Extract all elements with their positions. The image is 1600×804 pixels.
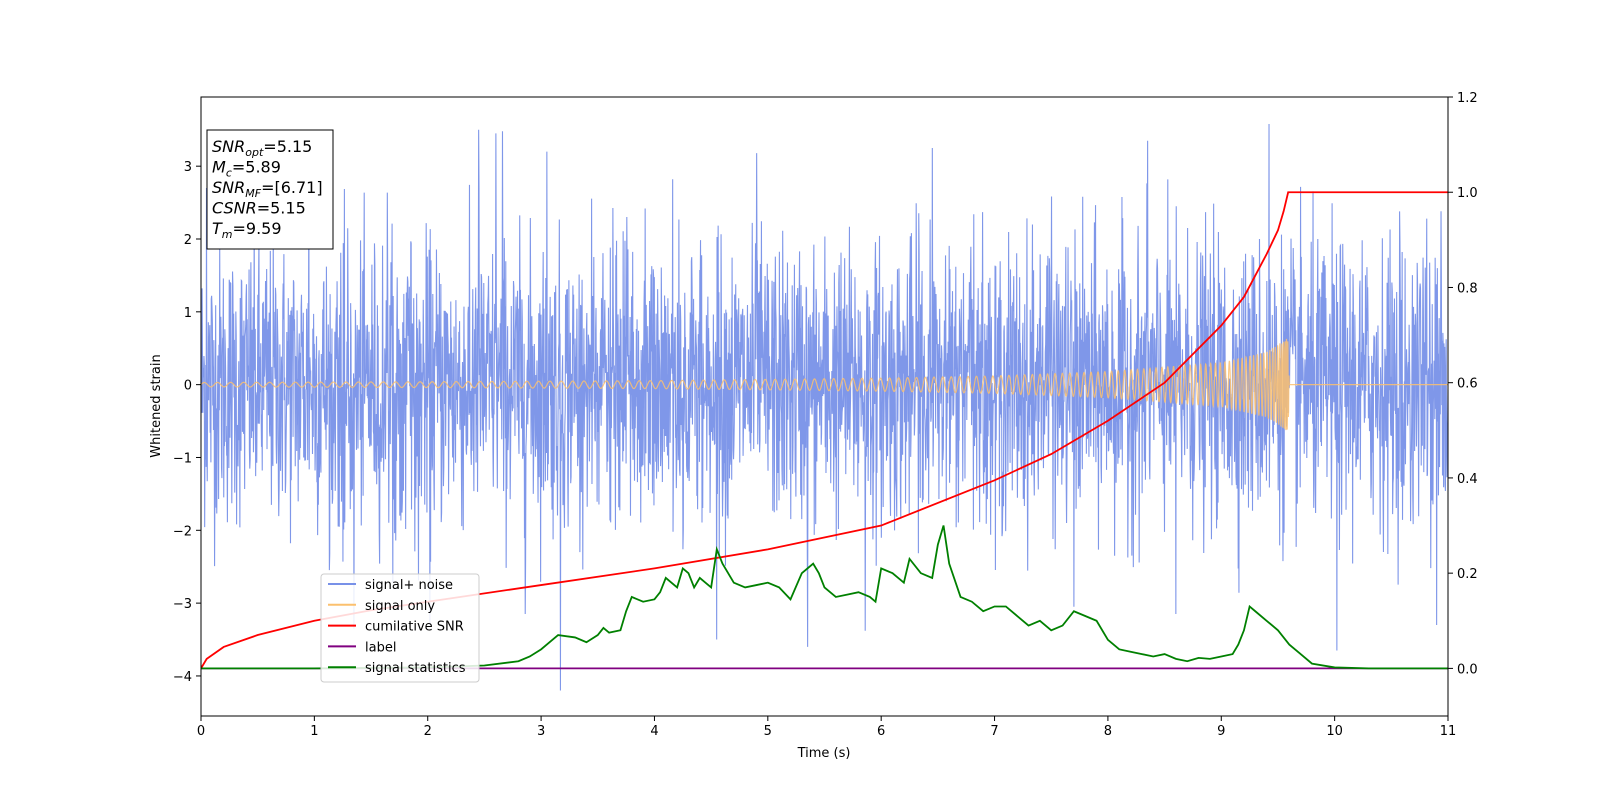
x-tick-label: 5 (764, 724, 772, 739)
legend-frame (320, 573, 480, 683)
annotation-value: =5.15 (263, 137, 312, 156)
annotation-subscript: m (222, 228, 233, 241)
series-line-cumilative-snr (201, 191, 1448, 669)
y2-tick-label: 0.6 (1457, 377, 1478, 392)
annotation-line: SNRopt=5.15 (212, 137, 312, 159)
x-tick-label: 10 (1326, 724, 1343, 739)
y2-tick-label: 0.4 (1457, 472, 1478, 487)
legend-label: signal statistics (365, 661, 466, 676)
x-tick-label: 2 (424, 724, 432, 739)
y2-tick-label: 1.2 (1457, 91, 1478, 106)
y2-tick-label: 1.0 (1457, 186, 1478, 201)
annotation-subscript: c (226, 167, 232, 180)
y2-tick-label: 0.8 (1457, 281, 1478, 296)
series-line-signal-statistics (201, 525, 1448, 670)
annotation-symbol: SNR (212, 137, 245, 156)
annotation-value: =9.59 (233, 219, 282, 238)
legend-label: cumilative SNR (365, 620, 464, 635)
y-tick-label: −1 (173, 451, 192, 466)
x-tick-label: 8 (1104, 724, 1112, 739)
annotation-line: CSNR=5.15 (212, 199, 306, 218)
legend: signal+ noise signal only cumilative SNR la… (320, 573, 480, 683)
annotation-line: Mc=5.89 (212, 158, 281, 180)
x-tick-label: 7 (990, 724, 998, 739)
x-axis: 0 1 2 3 4 5 6 7 8 9 10 11 (197, 716, 1456, 739)
series-line-signal-only (201, 338, 1448, 431)
annotation-line: Tm=9.59 (212, 219, 282, 241)
legend-label: signal+ noise (365, 578, 453, 593)
y2-tick-label: 0.0 (1457, 662, 1478, 677)
annotation-line: SNRMF=[6.71] (212, 178, 323, 200)
y-tick-label: −2 (173, 524, 192, 539)
y2-tick-label: 0.2 (1457, 567, 1478, 582)
annotation-subscript: opt (245, 146, 264, 159)
annotation-subscript: MF (245, 187, 261, 200)
annotation-symbol: SNR (212, 178, 245, 197)
x-tick-label: 1 (310, 724, 318, 739)
x-axis-label: Time (s) (797, 746, 851, 761)
annotation-frame (206, 129, 334, 250)
y-tick-label: −3 (173, 597, 192, 612)
y-tick-label: 1 (184, 306, 192, 321)
annotation-value: =5.89 (232, 158, 281, 177)
y-axis-label: Whitened strain (149, 354, 164, 457)
y-axis-right: 0.0 0.2 0.4 0.6 0.8 1.0 1.2 (1448, 91, 1478, 677)
y-tick-label: 0 (184, 379, 192, 394)
annotation-symbol: CSNR (212, 199, 257, 218)
x-tick-label: 6 (877, 724, 885, 739)
y-axis-left: 3 2 1 0 −1 −2 −3 −4 (173, 160, 201, 685)
x-tick-label: 9 (1217, 724, 1225, 739)
annotation-symbol: T (212, 219, 223, 238)
annotation-value: =5.15 (257, 199, 306, 218)
legend-label: label (365, 640, 396, 655)
x-tick-label: 3 (537, 724, 545, 739)
y-tick-label: 3 (184, 160, 192, 175)
x-tick-label: 4 (650, 724, 658, 739)
y-tick-label: −4 (173, 670, 192, 685)
legend-label: signal only (365, 599, 435, 614)
annotation-value: =[6.71] (261, 178, 323, 197)
annotation-box: SNRopt=5.15Mc=5.89SNRMF=[6.71]CSNR=5.15T… (206, 129, 334, 250)
x-tick-label: 11 (1440, 724, 1457, 739)
x-tick-label: 0 (197, 724, 205, 739)
y-tick-label: 2 (184, 233, 192, 248)
plot-frame (200, 96, 1449, 717)
annotation-symbol: M (212, 158, 226, 177)
